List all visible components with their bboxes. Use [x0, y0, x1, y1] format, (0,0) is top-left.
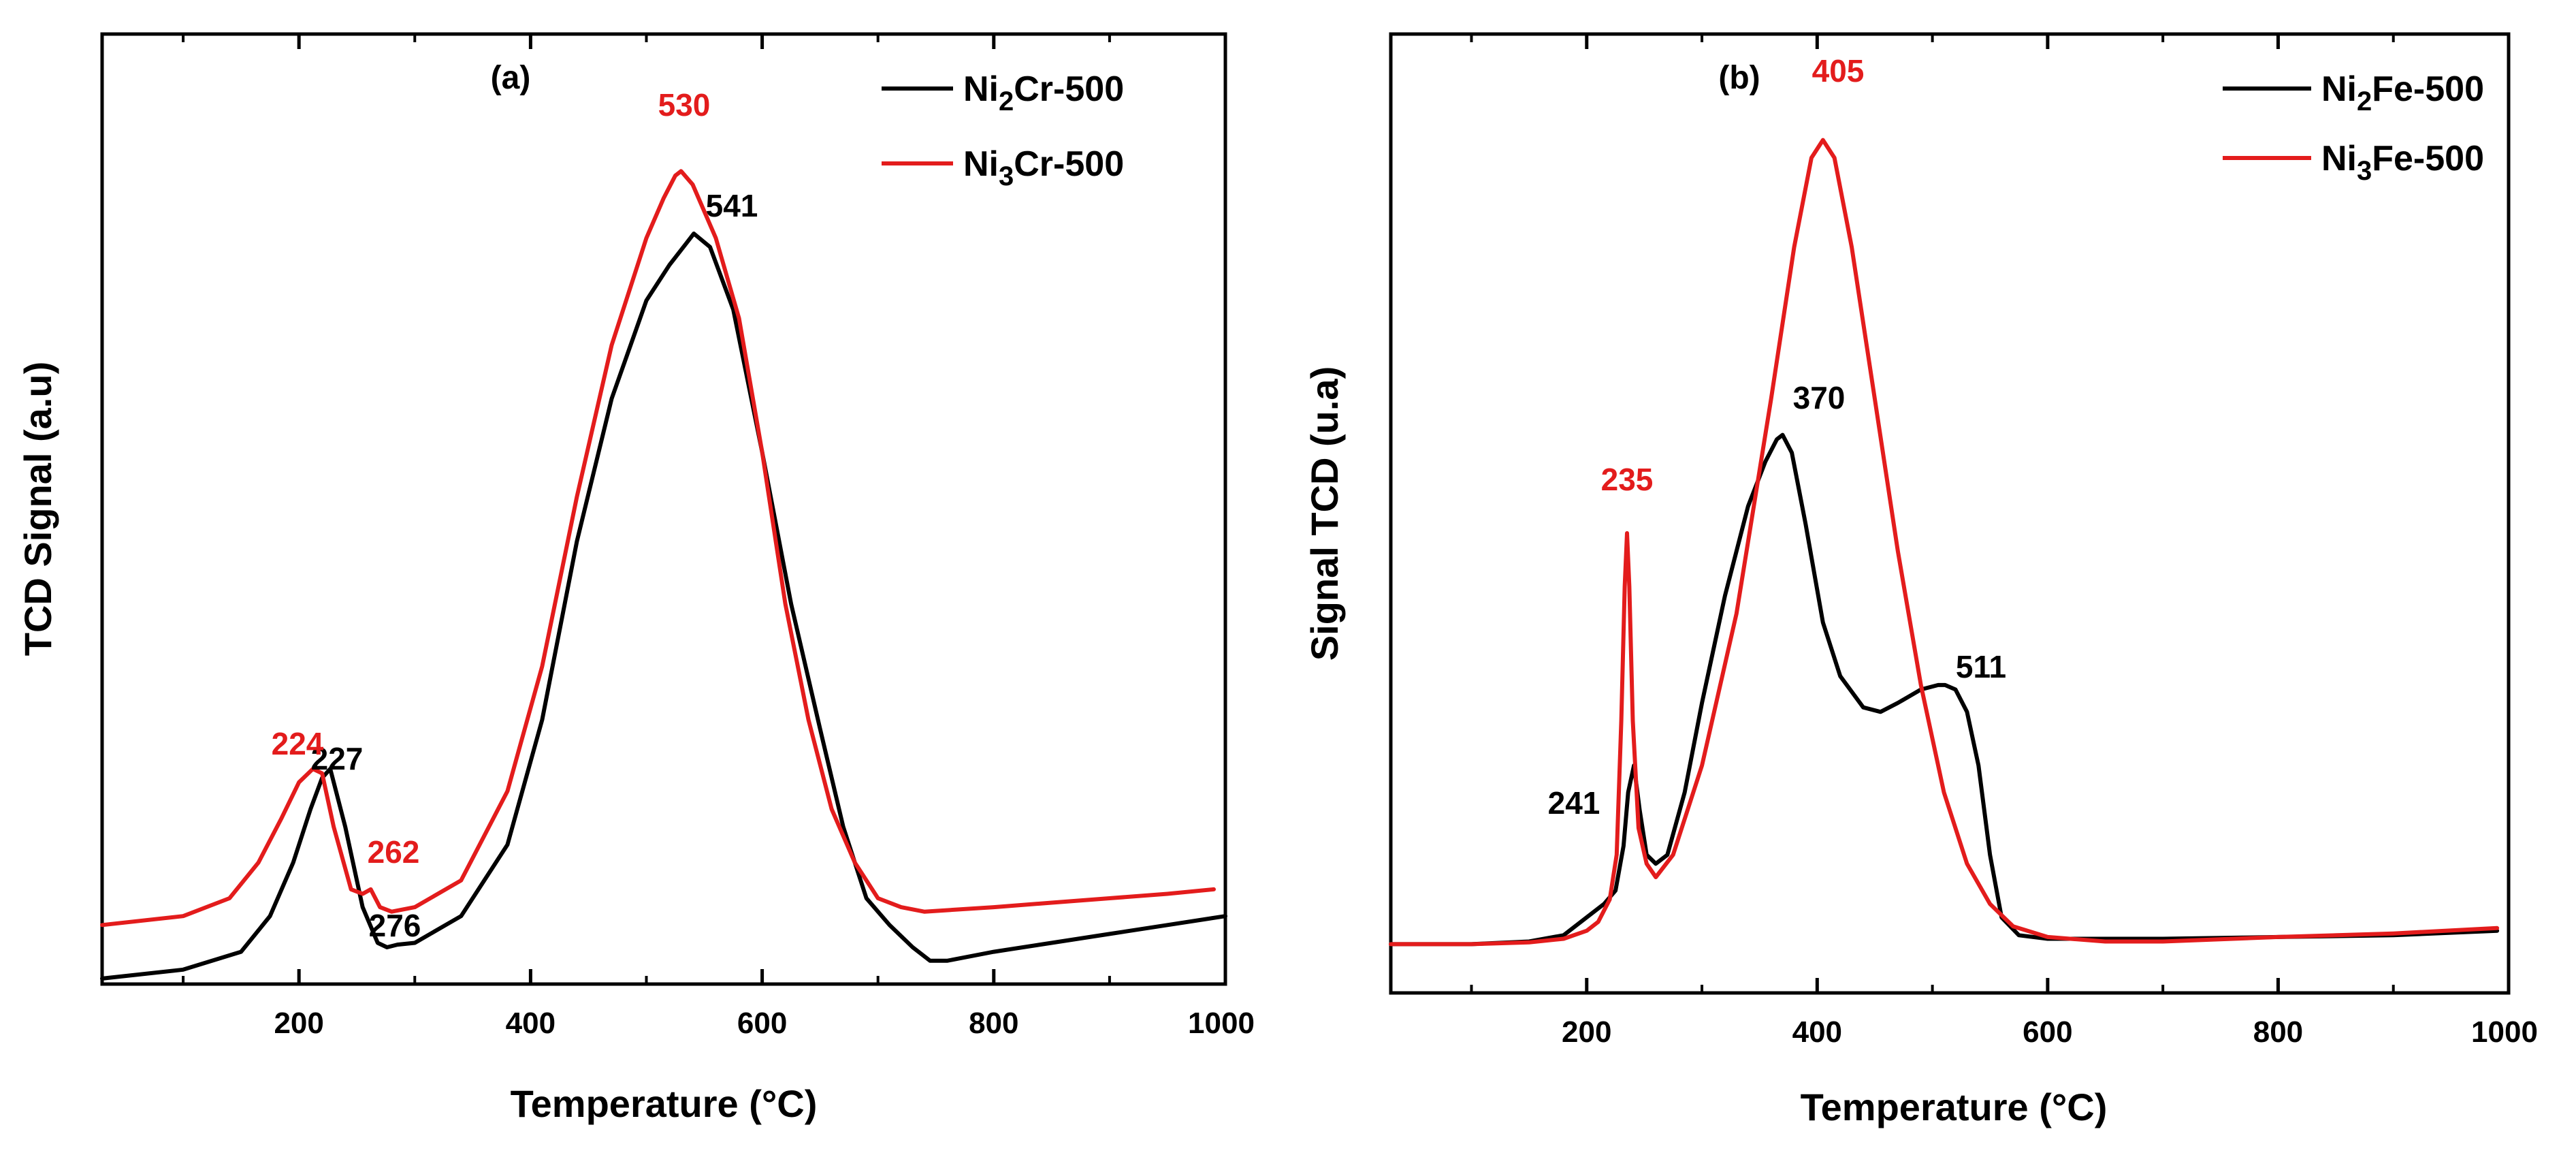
- panel-b-peak-label-511: 511: [1956, 649, 2006, 684]
- panel-a-x-tick-label: 400: [506, 1007, 556, 1040]
- panel-a-curves: [100, 169, 1227, 981]
- panel-a-peak-label-530: 530: [658, 87, 711, 123]
- panel-a-annotations: 227 276 541 224 262 530: [272, 87, 758, 943]
- panel-b-annotations: 241 370 511 235 405: [1548, 53, 2006, 821]
- panel-a-legend: Ni2Cr-500 Ni3Cr-500: [882, 69, 1124, 191]
- panel-a-legend-label-ni2cr: Ni2Cr-500: [963, 69, 1124, 116]
- panel-b-x-tick-label: 400: [1792, 1015, 1842, 1049]
- panel-b-frame: [1389, 32, 2511, 995]
- panel-b-legend-label-ni3fe: Ni3Fe-500: [2321, 139, 2484, 186]
- panel-a-x-ticks: 200 400 600 800 1000: [182, 34, 1255, 1040]
- panel-b-legend: Ni2Fe-500 Ni3Fe-500: [2223, 69, 2484, 186]
- panel-b-label: (b): [1718, 60, 1760, 96]
- panel-b-curves: [1389, 138, 2500, 947]
- panel-b-chart: 200 400 600 800 1000 241 370 511 235 405 (b) Tem…: [1303, 32, 2538, 1128]
- panel-a-x-axis-title: Temperature (°C): [511, 1082, 818, 1125]
- panel-a-peak-label-224: 224: [272, 726, 324, 761]
- panel-a-peak-label-541: 541: [706, 188, 758, 223]
- panel-a-label: (a): [491, 60, 531, 96]
- panel-a-frame: [100, 32, 1227, 986]
- panel-a-x-tick-label: 600: [737, 1007, 787, 1040]
- panel-a-peak-label-262: 262: [368, 834, 420, 870]
- panel-a-x-tick-label: 800: [969, 1007, 1018, 1040]
- panel-b-x-ticks: 200 400 600 800 1000: [1470, 34, 2538, 1049]
- panel-b-x-axis-title: Temperature (°C): [1801, 1086, 2108, 1128]
- panel-b-peak-label-235: 235: [1601, 462, 1654, 497]
- panel-a-legend-label-ni3cr: Ni3Cr-500: [963, 144, 1124, 191]
- panel-a-peak-label-276: 276: [369, 908, 421, 943]
- panel-b-x-tick-label: 200: [1562, 1015, 1611, 1049]
- panel-b-peak-label-241: 241: [1548, 785, 1600, 821]
- panel-b-peak-label-405: 405: [1812, 53, 1865, 89]
- panel-b-x-tick-label: 1000: [2471, 1015, 2538, 1049]
- panel-a-peak-label-227: 227: [311, 741, 364, 776]
- panel-b-x-tick-label: 600: [2023, 1015, 2072, 1049]
- panel-a-x-tick-label: 200: [274, 1007, 323, 1040]
- panel-b-legend-label-ni2fe: Ni2Fe-500: [2321, 69, 2484, 116]
- panel-b-series-ni3fe-500: [1389, 138, 2500, 947]
- panel-a-y-axis-title: TCD Signal (a.u): [16, 362, 59, 656]
- panel-a-series-ni3cr-500: [100, 169, 1216, 928]
- panel-a-series-ni2cr-500: [100, 232, 1227, 981]
- panel-b-x-tick-label: 800: [2253, 1015, 2303, 1049]
- panel-a-x-tick-label: 1000: [1188, 1007, 1255, 1040]
- panel-b-y-axis-title: Signal TCD (u.a): [1303, 366, 1346, 661]
- panel-b-peak-label-370: 370: [1793, 380, 1846, 415]
